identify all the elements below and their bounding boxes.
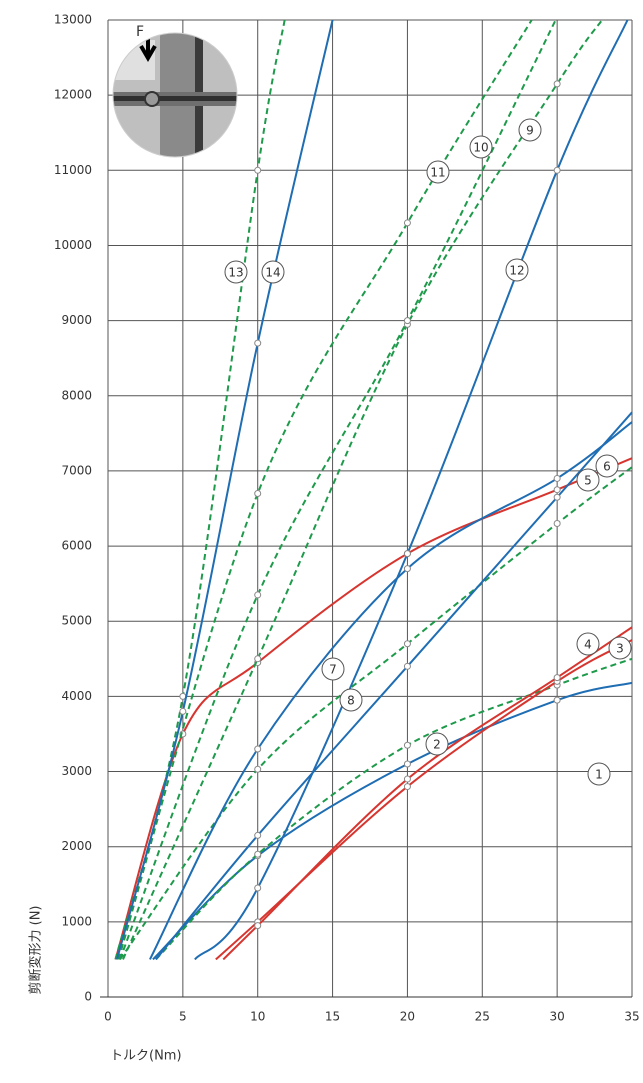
data-point: [554, 675, 560, 681]
data-point: [404, 663, 410, 669]
series-line: [153, 683, 632, 960]
x-tick-label: 30: [550, 1010, 565, 1024]
data-point: [255, 340, 261, 346]
data-point: [554, 167, 560, 173]
y-tick-label: 13000: [54, 13, 92, 27]
series-label: 2: [433, 738, 441, 752]
series-label: 1: [595, 768, 603, 782]
data-point: [554, 494, 560, 500]
data-point: [404, 641, 410, 647]
x-tick-label: 35: [624, 1010, 639, 1024]
data-point: [404, 784, 410, 790]
series-label: 4: [584, 638, 592, 652]
y-tick-label: 0: [84, 990, 92, 1004]
x-axis-title: トルク(Nm): [110, 1049, 182, 1064]
y-tick-label: 4000: [61, 689, 92, 703]
y-tick-label: 1000: [61, 914, 92, 928]
inset-photo: [110, 28, 240, 160]
data-point: [255, 592, 261, 598]
y-tick-label: 6000: [61, 539, 92, 553]
data-point: [404, 761, 410, 767]
y-tick-label: 5000: [61, 614, 92, 628]
y-tick-label: 9000: [61, 313, 92, 327]
x-tick-label: 20: [400, 1010, 415, 1024]
data-point: [404, 566, 410, 572]
data-point: [180, 708, 186, 714]
lines: [115, 20, 632, 959]
series-label: 14: [265, 266, 280, 280]
y-tick-label: 7000: [61, 463, 92, 477]
data-point: [554, 697, 560, 703]
y-tick-label: 8000: [61, 388, 92, 402]
inset-label: F: [136, 24, 144, 40]
data-point: [554, 475, 560, 481]
y-tick-label: 2000: [61, 839, 92, 853]
series-line: [120, 467, 632, 959]
series-label: 3: [616, 642, 624, 656]
y-tick-label: 3000: [61, 764, 92, 778]
series-line: [115, 458, 632, 959]
series-line: [156, 659, 632, 960]
data-point: [255, 832, 261, 838]
series-line: [118, 20, 531, 959]
data-point: [404, 776, 410, 782]
series-label: 7: [329, 663, 337, 677]
series-label: 11: [430, 166, 445, 180]
data-point: [554, 81, 560, 87]
data-point: [255, 923, 261, 929]
data-point: [404, 318, 410, 324]
data-point: [255, 746, 261, 752]
y-tick-label: 10000: [54, 238, 92, 252]
data-point: [255, 490, 261, 496]
x-tick-label: 5: [179, 1010, 187, 1024]
data-point: [255, 851, 261, 857]
data-point: [404, 220, 410, 226]
series-label: 10: [473, 141, 488, 155]
chart: 0100020003000400050006000700080009000100…: [0, 0, 643, 1079]
series-label: 5: [584, 474, 592, 488]
x-tick-label: 10: [250, 1010, 265, 1024]
data-point: [404, 551, 410, 557]
data-point: [255, 885, 261, 891]
series-label: 9: [526, 124, 534, 138]
series-line: [123, 20, 602, 959]
data-point: [255, 766, 261, 772]
y-tick-label: 11000: [54, 163, 92, 177]
data-point: [404, 742, 410, 748]
series-label: 13: [228, 266, 243, 280]
series-label: 8: [347, 694, 355, 708]
series-line: [216, 640, 632, 959]
data-point: [255, 167, 261, 173]
x-tick-label: 0: [104, 1010, 112, 1024]
y-tick-label: 12000: [54, 88, 92, 102]
series-label: 12: [509, 264, 524, 278]
data-point: [554, 487, 560, 493]
x-tick-label: 15: [325, 1010, 340, 1024]
x-tick-label: 25: [475, 1010, 490, 1024]
series-line: [223, 627, 632, 959]
data-point: [554, 521, 560, 527]
series-label: 6: [603, 460, 611, 474]
data-point: [255, 656, 261, 662]
y-axis-title: 剪断変形力 (N): [28, 905, 44, 994]
